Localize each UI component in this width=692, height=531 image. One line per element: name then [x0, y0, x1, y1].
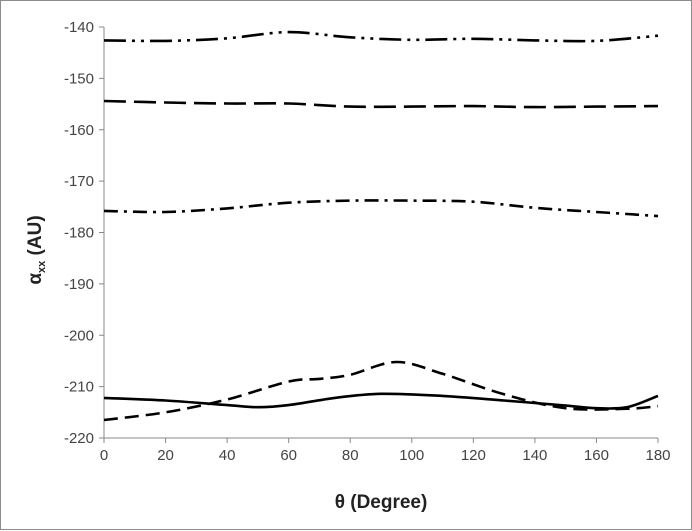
y-tick-label: -190	[64, 276, 94, 293]
series-line-long-dash	[103, 99, 659, 109]
series-line-dash-dot	[103, 199, 659, 218]
x-tick-label: 180	[645, 447, 670, 464]
y-axis-title-unit: (AU)	[25, 215, 46, 260]
x-tick-label: 0	[100, 447, 108, 464]
y-tick-label: -160	[64, 122, 94, 139]
y-axis-title-sub: xx	[36, 260, 48, 273]
y-axis-title: αxx (AU)	[25, 215, 48, 284]
x-axis-title: θ (Degree)	[335, 492, 428, 513]
axes	[99, 26, 659, 443]
tick-labels: 0 20 40 60 80 100 120 140 160 180 -140 -150 -160 -170…	[64, 19, 671, 464]
series-group	[103, 30, 659, 422]
x-tick-label: 80	[342, 447, 359, 464]
x-tick-label: 20	[157, 447, 174, 464]
x-tick-label: 40	[219, 447, 236, 464]
y-tick-label: -220	[64, 430, 94, 447]
y-tick-label: -140	[64, 19, 94, 36]
x-tick-label: 60	[280, 447, 297, 464]
y-tick-label: -200	[64, 327, 94, 344]
y-tick-label: -210	[64, 379, 94, 396]
series-line-long-dash-dot	[103, 30, 659, 43]
x-tick-label: 160	[584, 447, 609, 464]
x-tick-label: 100	[399, 447, 424, 464]
y-tick-label: -170	[64, 173, 94, 190]
x-tick-label: 140	[522, 447, 547, 464]
series-line-dashed	[103, 360, 659, 422]
x-tick-label: 120	[461, 447, 486, 464]
y-tick-label: -180	[64, 225, 94, 242]
series-line-solid	[103, 392, 659, 410]
y-tick-label: -150	[64, 70, 94, 87]
y-axis-title-main: α	[25, 273, 46, 285]
